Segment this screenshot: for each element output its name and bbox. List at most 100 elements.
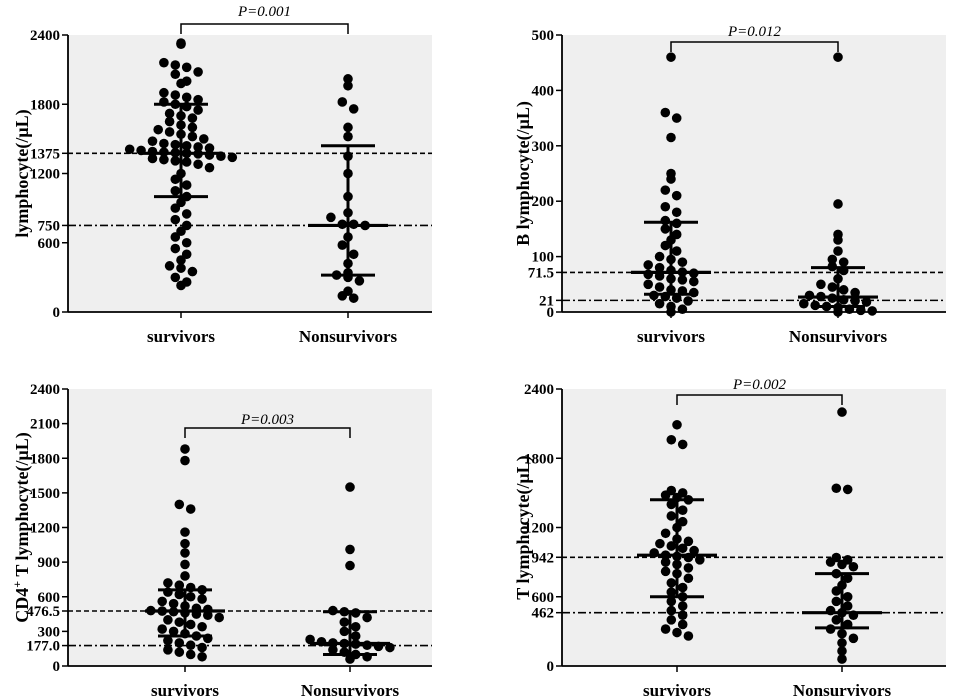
data-point-survivors <box>677 257 688 267</box>
data-point-survivors <box>660 201 671 212</box>
y-tick-label: 1200 <box>524 521 554 537</box>
p-value-label: P=0.001 <box>237 4 291 20</box>
data-point-survivors <box>197 594 207 604</box>
data-point-survivors <box>124 144 135 155</box>
data-point-survivors <box>164 116 175 127</box>
data-point-survivors <box>180 538 190 549</box>
data-point-nonsurvivors <box>343 122 353 133</box>
data-point-survivors <box>181 237 192 248</box>
data-point-nonsurvivors <box>848 633 859 644</box>
data-point-survivors <box>170 232 181 242</box>
data-point-nonsurvivors <box>825 557 836 567</box>
data-point-survivors <box>654 282 665 292</box>
data-point-nonsurvivors <box>838 257 849 267</box>
chart-panel-1: 0 600 750 1200 1375 1800 2400 survivors Nonsurvi… <box>12 4 432 346</box>
data-point-survivors <box>164 261 175 271</box>
data-point-survivors <box>180 548 190 558</box>
data-point-nonsurvivors <box>337 97 348 107</box>
data-point-survivors <box>181 62 192 73</box>
data-point-survivors <box>666 615 677 625</box>
data-point-nonsurvivors <box>833 307 843 317</box>
data-point-survivors <box>176 39 186 50</box>
data-point-survivors <box>197 621 207 632</box>
data-point-survivors <box>187 122 198 133</box>
data-point-survivors <box>204 162 215 173</box>
data-point-survivors <box>677 275 688 285</box>
y-tick-label: 600 <box>532 590 555 606</box>
y-tick-label: 750 <box>38 218 61 234</box>
data-point-nonsurvivors <box>339 617 350 627</box>
data-point-survivors <box>174 617 185 627</box>
data-point-survivors <box>163 635 173 646</box>
plot-background <box>562 35 946 312</box>
data-point-survivors <box>159 87 169 98</box>
p-value-label: P=0.003 <box>240 412 294 428</box>
data-point-survivors <box>203 610 213 621</box>
data-point-survivors <box>666 596 677 607</box>
data-point-survivors <box>180 527 190 537</box>
y-tick-label: 462 <box>532 606 555 622</box>
data-point-survivors <box>180 455 190 466</box>
data-point-survivors <box>677 619 688 630</box>
data-point-survivors <box>174 499 185 510</box>
data-point-survivors <box>660 528 671 539</box>
data-point-survivors <box>185 640 196 651</box>
data-point-survivors <box>683 536 694 547</box>
data-point-survivors <box>666 511 677 521</box>
data-point-survivors <box>193 142 203 152</box>
data-point-survivors <box>666 307 676 317</box>
data-point-nonsurvivors <box>837 638 847 648</box>
y-tick-label: 0 <box>53 305 61 321</box>
data-point-survivors <box>170 272 181 283</box>
data-point-nonsurvivors <box>850 287 860 298</box>
y-tick-label: 1800 <box>30 451 60 467</box>
x-tick-label-survivors: survivors <box>147 327 215 346</box>
data-point-survivors <box>193 67 203 77</box>
data-point-survivors <box>180 571 190 581</box>
data-point-survivors <box>683 296 693 306</box>
data-point-survivors <box>689 287 699 298</box>
y-tick-label: 1375 <box>30 146 60 162</box>
data-point-nonsurvivors <box>348 293 359 303</box>
data-point-nonsurvivors <box>350 631 361 641</box>
data-point-survivors <box>174 589 185 600</box>
y-tick-label: 600 <box>38 236 61 252</box>
data-point-survivors <box>666 434 677 445</box>
data-point-survivors <box>168 598 179 609</box>
data-point-survivors <box>660 240 671 251</box>
x-tick-label-survivors: survivors <box>637 327 705 346</box>
data-point-survivors <box>689 276 699 287</box>
data-point-survivors <box>677 505 688 515</box>
data-point-nonsurvivors <box>827 282 838 292</box>
data-point-survivors <box>660 566 671 577</box>
y-axis-label: T lymphocyte(/μL) <box>513 455 534 599</box>
data-point-survivors <box>170 139 181 150</box>
data-point-survivors <box>666 174 676 184</box>
data-point-nonsurvivors <box>837 654 847 664</box>
data-point-survivors <box>193 105 203 115</box>
data-point-survivors <box>660 490 671 500</box>
y-tick-label: 942 <box>532 550 555 566</box>
data-point-survivors <box>677 582 688 593</box>
data-point-survivors <box>181 209 192 219</box>
data-point-survivors <box>683 631 694 641</box>
data-point-survivors <box>660 215 671 226</box>
data-point-survivors <box>689 545 699 556</box>
data-point-nonsurvivors <box>343 80 353 91</box>
data-point-survivors <box>181 92 192 103</box>
data-point-nonsurvivors <box>348 249 359 260</box>
y-tick-label: 500 <box>532 28 555 44</box>
data-point-survivors <box>666 605 677 616</box>
data-point-survivors <box>170 156 181 166</box>
data-point-survivors <box>214 612 224 623</box>
data-point-survivors <box>197 642 207 653</box>
data-point-survivors <box>176 255 186 265</box>
data-point-survivors <box>185 504 196 514</box>
data-point-nonsurvivors <box>842 591 853 602</box>
data-point-nonsurvivors <box>837 407 847 417</box>
data-point-survivors <box>170 243 181 254</box>
p-value-label: P=0.012 <box>727 24 782 40</box>
data-point-survivors <box>187 266 198 277</box>
x-tick-label-nonsurvivors: Nonsurvivors <box>299 327 398 346</box>
data-point-survivors <box>193 159 203 170</box>
